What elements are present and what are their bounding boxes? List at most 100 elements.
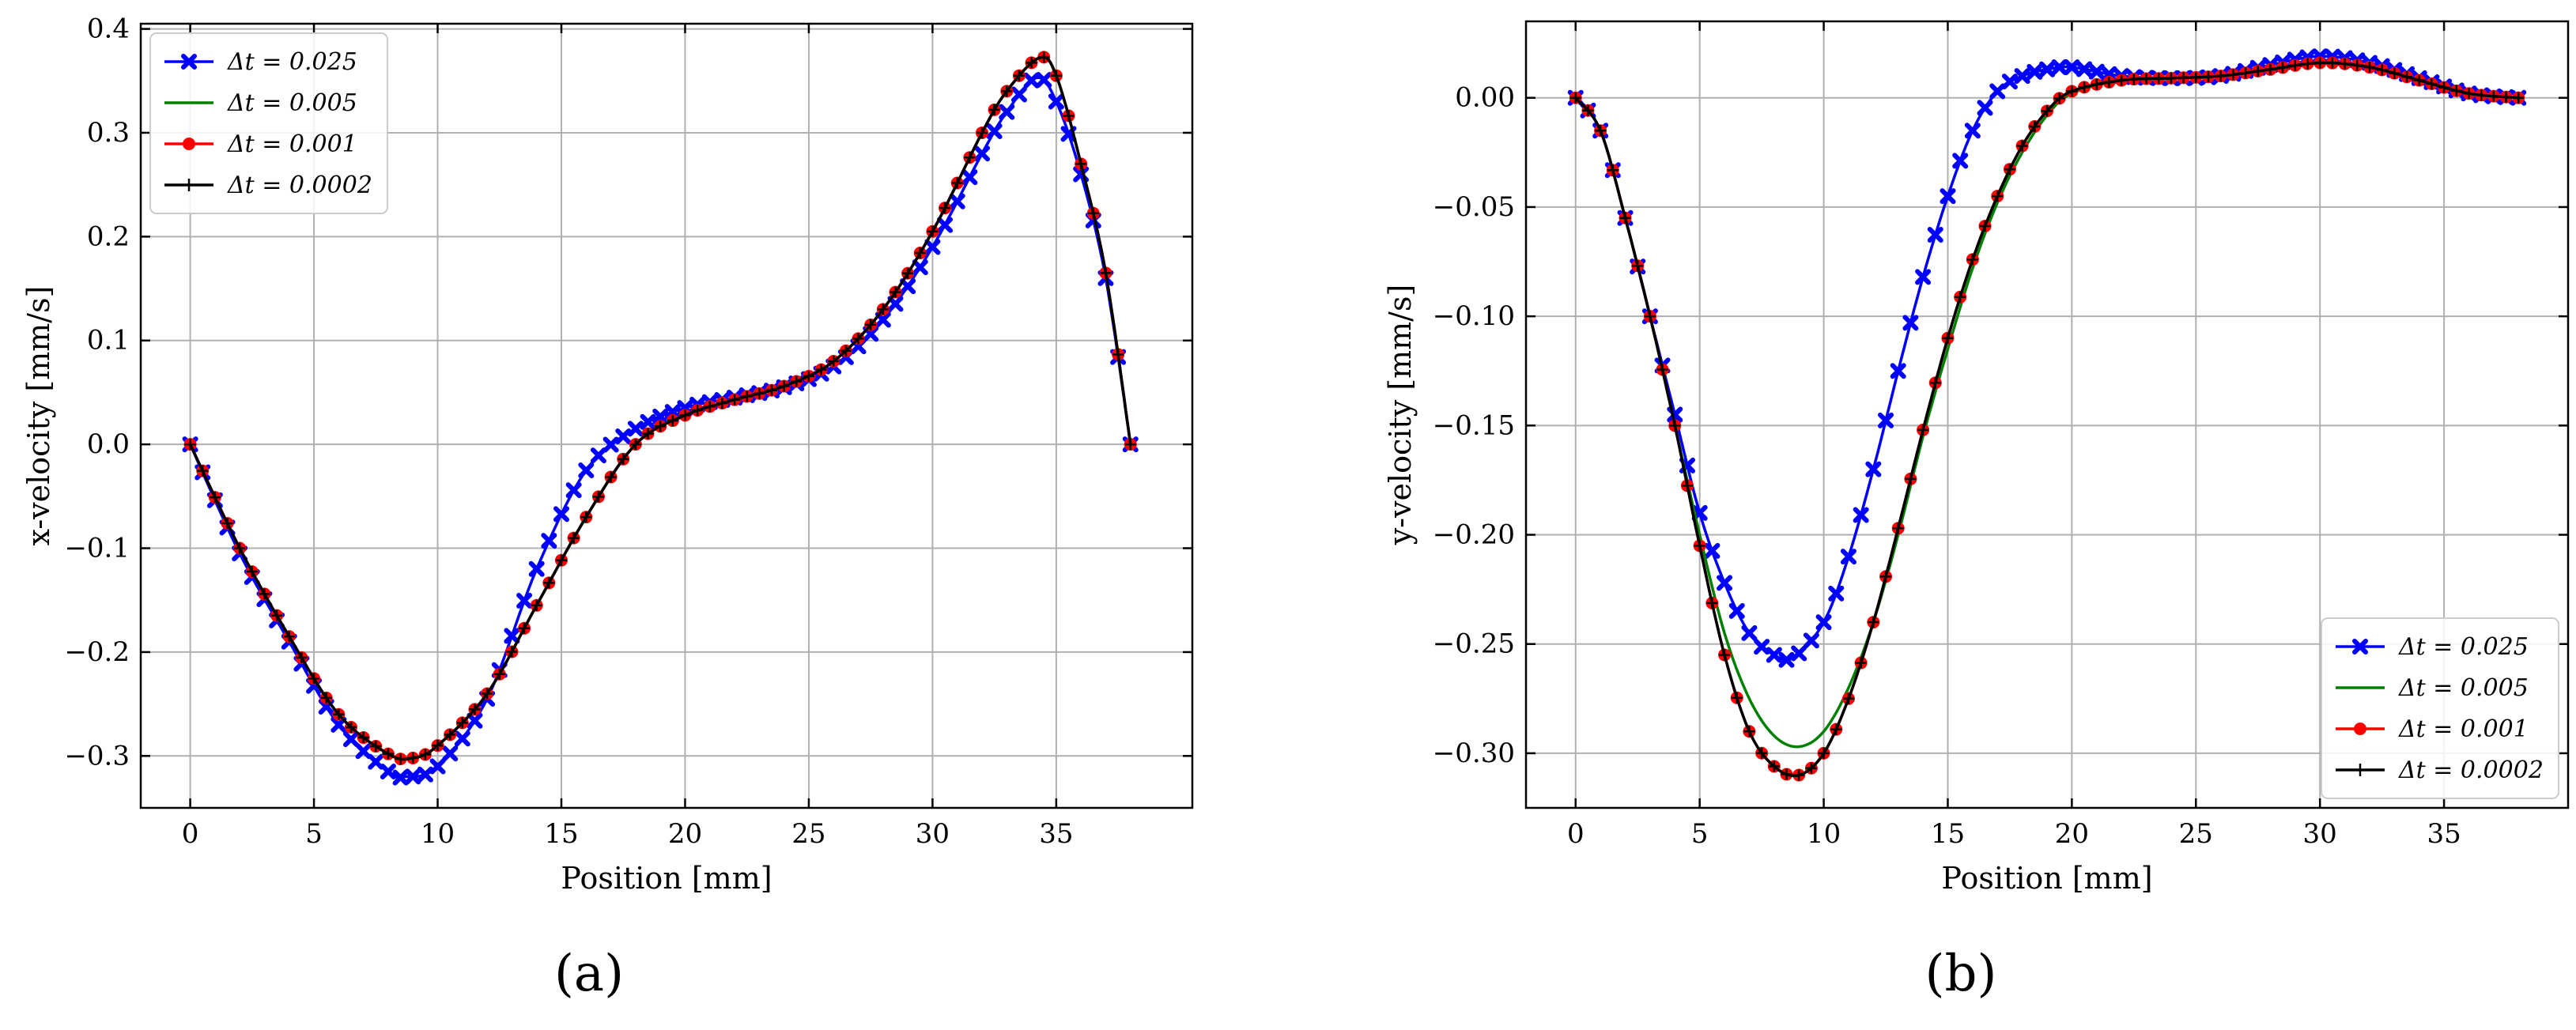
data-point bbox=[988, 104, 1000, 115]
data-point bbox=[1952, 153, 1969, 169]
data-point bbox=[1112, 349, 1124, 360]
x-tick-label: 20 bbox=[668, 818, 702, 850]
data-point bbox=[716, 397, 728, 409]
data-point bbox=[2039, 61, 2055, 77]
data-point bbox=[1865, 461, 1882, 477]
data-point bbox=[2450, 85, 2462, 96]
data-point bbox=[2376, 64, 2388, 76]
data-point bbox=[330, 716, 347, 733]
data-point bbox=[1656, 364, 1668, 375]
data-point bbox=[405, 768, 421, 785]
data-point bbox=[2389, 67, 2400, 79]
data-point bbox=[912, 259, 928, 276]
data-point bbox=[1582, 104, 1594, 116]
data-point bbox=[1124, 439, 1136, 451]
data-point bbox=[729, 394, 741, 406]
data-point bbox=[1704, 542, 1720, 559]
data-point bbox=[2091, 78, 2102, 90]
plot-frame bbox=[1524, 20, 2570, 809]
data-point bbox=[1001, 85, 1013, 97]
data-point bbox=[2042, 105, 2053, 117]
legend-marker bbox=[181, 54, 197, 70]
data-point bbox=[692, 405, 704, 417]
data-point bbox=[343, 731, 359, 748]
y-tick-label: 0.3 bbox=[87, 117, 130, 149]
y-tick-label: −0.15 bbox=[1433, 409, 1515, 441]
data-point bbox=[565, 482, 582, 499]
data-point bbox=[1840, 549, 1856, 565]
legend-label: Δt = 0.005 bbox=[2398, 674, 2529, 702]
data-point bbox=[590, 447, 606, 464]
legend-marker bbox=[183, 138, 195, 150]
data-point bbox=[355, 743, 372, 760]
y-tick-label: −0.30 bbox=[1433, 738, 1515, 769]
x-tick-label: 15 bbox=[544, 818, 578, 850]
data-point bbox=[1917, 424, 1929, 436]
data-point bbox=[2500, 91, 2512, 103]
x-tick-label: 5 bbox=[305, 818, 323, 850]
data-point bbox=[578, 462, 595, 478]
x-tick-label: 25 bbox=[791, 818, 825, 850]
data-point bbox=[1878, 412, 1894, 428]
data-point bbox=[1025, 57, 1037, 69]
data-point bbox=[2066, 85, 2078, 97]
legend-label: Δt = 0.005 bbox=[227, 89, 357, 117]
legend: Δt = 0.025 Δt = 0.005 Δt = 0.001 Δt = 0.000… bbox=[2321, 617, 2559, 799]
data-point bbox=[454, 730, 470, 747]
data-point bbox=[939, 202, 951, 214]
data-point bbox=[1075, 158, 1087, 170]
data-point bbox=[1100, 267, 1112, 279]
data-point bbox=[259, 588, 270, 600]
data-point bbox=[209, 492, 221, 504]
data-point bbox=[1942, 332, 1954, 344]
x-tick-label: 20 bbox=[2055, 818, 2089, 850]
data-point bbox=[815, 364, 827, 375]
data-point bbox=[419, 749, 431, 760]
data-point bbox=[1781, 768, 1792, 780]
data-point bbox=[1892, 523, 1904, 534]
x-tick-label: 15 bbox=[1931, 818, 1965, 850]
data-point bbox=[655, 421, 667, 432]
data-point bbox=[308, 673, 320, 685]
data-point bbox=[1815, 614, 1832, 631]
data-point bbox=[2088, 63, 2105, 80]
data-point bbox=[528, 560, 545, 577]
data-point bbox=[541, 533, 557, 549]
data-point bbox=[1805, 762, 1817, 774]
x-tick-label: 10 bbox=[1807, 818, 1841, 850]
data-point bbox=[986, 123, 1003, 139]
data-point bbox=[667, 415, 678, 427]
data-point bbox=[1728, 602, 1745, 619]
x-tick-label: 5 bbox=[1691, 818, 1709, 850]
data-point bbox=[2004, 164, 2015, 175]
data-point bbox=[2339, 58, 2351, 70]
data-point bbox=[1992, 191, 2004, 202]
data-point bbox=[1979, 220, 1991, 232]
data-point bbox=[1905, 473, 1917, 485]
data-point bbox=[679, 409, 691, 421]
data-point bbox=[1964, 123, 1981, 139]
data-point bbox=[2264, 63, 2276, 75]
data-point bbox=[1694, 540, 1705, 552]
data-point bbox=[1087, 207, 1099, 219]
data-point bbox=[271, 609, 283, 621]
data-point bbox=[283, 631, 295, 643]
data-point bbox=[2053, 92, 2065, 104]
data-point bbox=[482, 688, 493, 700]
data-point bbox=[1890, 363, 1906, 379]
data-point bbox=[1966, 254, 1978, 266]
data-point bbox=[417, 766, 433, 783]
data-point bbox=[1927, 226, 1943, 243]
data-point bbox=[296, 651, 308, 663]
y-tick-label: −0.25 bbox=[1433, 628, 1515, 660]
data-point bbox=[432, 740, 444, 752]
data-point bbox=[1855, 657, 1867, 669]
data-point bbox=[2076, 61, 2093, 77]
data-point bbox=[1902, 315, 1919, 331]
data-point bbox=[2487, 90, 2499, 102]
data-point bbox=[974, 145, 990, 162]
data-point bbox=[741, 390, 753, 402]
data-point bbox=[2064, 59, 2080, 76]
data-point bbox=[531, 599, 542, 611]
data-point bbox=[1023, 72, 1040, 89]
